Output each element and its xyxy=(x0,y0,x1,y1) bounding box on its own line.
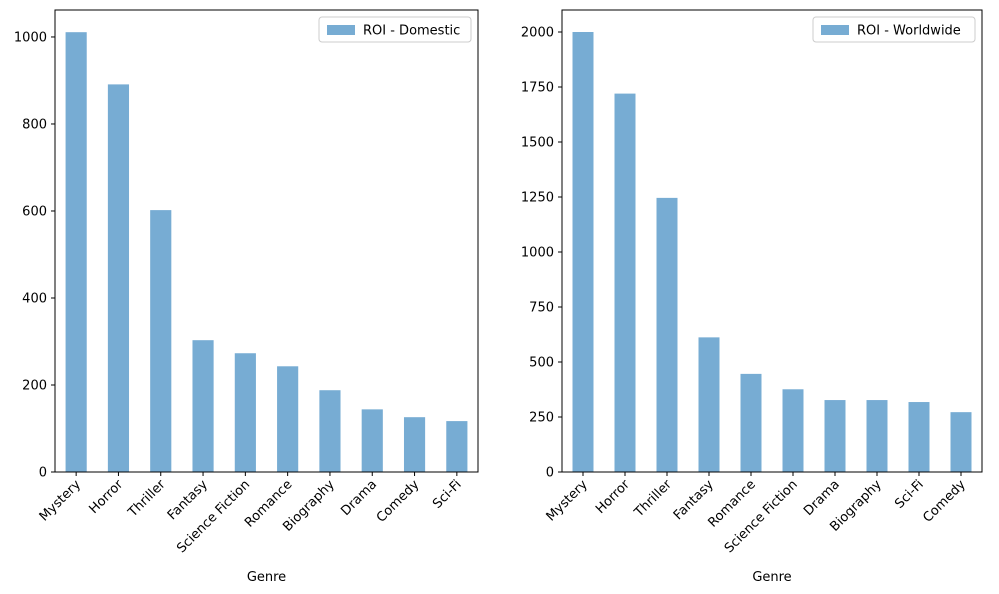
bar-mystery xyxy=(65,32,87,473)
bar-sci-fi xyxy=(446,421,468,472)
x-tick-label: Horror xyxy=(87,477,127,517)
y-tick-label: 750 xyxy=(529,301,554,316)
x-tick-label: Mystery xyxy=(37,477,84,524)
x-axis-title: Genre xyxy=(752,570,791,585)
y-tick-label: 800 xyxy=(22,117,47,132)
x-tick-label: Drama xyxy=(338,477,380,519)
legend-box xyxy=(812,16,976,43)
bar-horror xyxy=(614,93,636,472)
y-tick-label: 1250 xyxy=(521,191,554,206)
x-tick-label: Science Fiction xyxy=(174,477,253,556)
x-tick-label: Thriller xyxy=(125,477,169,521)
x-tick-label: Science Fiction xyxy=(722,477,801,556)
y-tick-label: 400 xyxy=(22,291,47,306)
x-tick-label: Mystery xyxy=(544,477,591,524)
bar-biography xyxy=(866,400,888,472)
bar-thriller xyxy=(150,210,172,473)
y-tick-label: 1500 xyxy=(521,136,554,151)
x-tick-label: Sci-Fi xyxy=(430,477,465,512)
bar-comedy xyxy=(403,417,426,472)
y-tick-label: 1750 xyxy=(521,81,554,96)
bar-drama xyxy=(361,409,383,472)
bar-horror xyxy=(107,84,130,472)
plot-frame xyxy=(54,9,479,473)
legend: ROI - Worldwide xyxy=(812,16,976,43)
bar-fantasy xyxy=(192,340,214,472)
legend-label: ROI - Domestic xyxy=(363,24,460,39)
y-tick-label: 1000 xyxy=(14,30,47,45)
x-tick-label: Comedy xyxy=(374,477,423,526)
y-tick-label: 600 xyxy=(22,204,47,219)
bar-biography xyxy=(319,390,341,472)
bar-mystery xyxy=(572,32,594,472)
bar-sci-fi xyxy=(908,402,930,472)
x-tick-label: Drama xyxy=(801,477,843,519)
legend-box xyxy=(318,16,472,43)
x-tick-label: Comedy xyxy=(920,477,969,526)
y-tick-label: 250 xyxy=(529,411,554,426)
bar-romance xyxy=(740,373,762,472)
x-axis-title: Genre xyxy=(247,570,286,585)
legend-swatch xyxy=(327,25,355,35)
legend-label: ROI - Worldwide xyxy=(857,24,961,39)
bar-drama xyxy=(824,400,846,472)
bar-science-fiction xyxy=(782,389,804,472)
chart-panel-2: 0 250 500 750 1000 1250 1500 1750 2000 Mystery Hor… xyxy=(521,9,983,585)
y-tick-label: 0 xyxy=(546,466,554,481)
x-tick-label: Sci-Fi xyxy=(892,477,927,512)
legend-swatch xyxy=(821,25,849,35)
x-tick-label: Horror xyxy=(593,477,633,517)
bar-romance xyxy=(277,366,299,472)
bar-fantasy xyxy=(698,337,720,472)
plot-frame xyxy=(561,9,983,473)
y-tick-label: 0 xyxy=(39,466,47,481)
bar-comedy xyxy=(950,412,972,472)
legend: ROI - Domestic xyxy=(318,16,472,43)
x-tick-label: Thriller xyxy=(631,477,675,521)
bar-science-fiction xyxy=(234,353,256,472)
y-tick-label: 200 xyxy=(22,378,47,393)
y-tick-label: 500 xyxy=(529,356,554,371)
y-tick-label: 1000 xyxy=(521,246,554,261)
bar-thriller xyxy=(656,197,678,472)
y-tick-label: 2000 xyxy=(521,26,554,41)
